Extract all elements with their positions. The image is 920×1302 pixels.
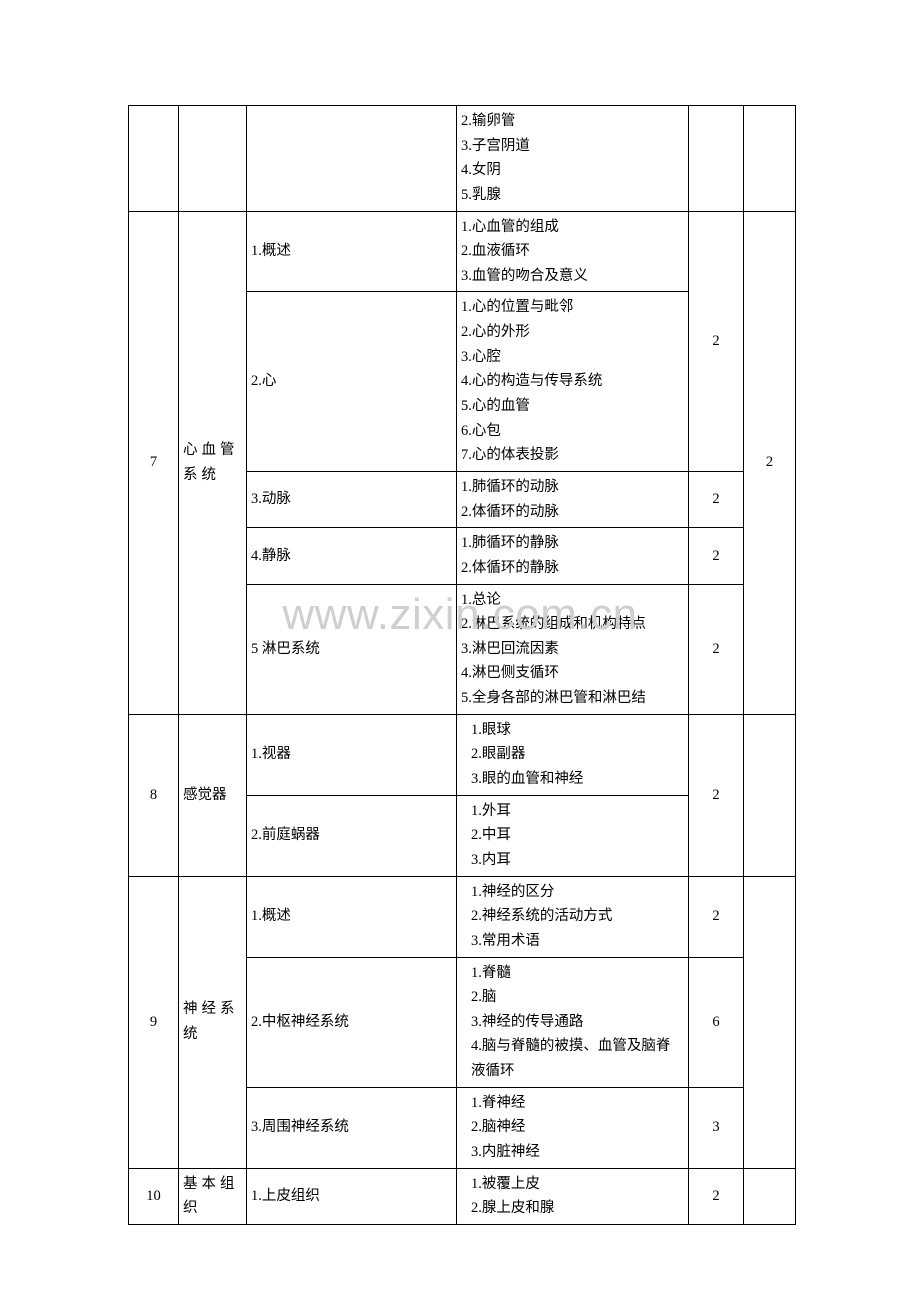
cell-items: 1.脊神经 2.脑神经 3.内脏神经 (457, 1087, 689, 1168)
cell-items: 1.眼球 2.眼副器 3.眼的血管和神经 (457, 714, 689, 795)
cell-section: 1.概述 (247, 876, 457, 957)
cell-items: 1.肺循环的动脉 2.体循环的动脉 (457, 471, 689, 527)
table-row: 10 基本组织 1.上皮组织 1.被覆上皮 2.腺上皮和腺 2 (129, 1168, 796, 1224)
table-row: 8 感觉器 1.视器 1.眼球 2.眼副器 3.眼的血管和神经 2 (129, 714, 796, 795)
cell-items: 1.脊髓 2.脑 3.神经的传导通路 4.脑与脊髓的被摸、血管及脑脊液循环 (457, 957, 689, 1087)
cell-section (247, 106, 457, 212)
table-row: 2.输卵管 3.子宫阴道 4.女阴 5.乳腺 (129, 106, 796, 212)
cell-h1 (689, 106, 744, 212)
cell-h2 (744, 106, 796, 212)
cell-h1: 2 (689, 1168, 744, 1224)
cell-section: 3.周围神经系统 (247, 1087, 457, 1168)
cell-num: 7 (129, 211, 179, 714)
cell-h2 (744, 714, 796, 876)
cell-chapter: 基本组织 (179, 1168, 247, 1224)
cell-section: 4.静脉 (247, 528, 457, 584)
cell-h1: 2 (689, 471, 744, 527)
cell-h2 (744, 876, 796, 1168)
cell-items: 1.被覆上皮 2.腺上皮和腺 (457, 1168, 689, 1224)
cell-section: 2.心 (247, 292, 457, 471)
cell-h2 (744, 1168, 796, 1224)
cell-section: 3.动脉 (247, 471, 457, 527)
cell-num: 10 (129, 1168, 179, 1224)
cell-h1: 2 (689, 584, 744, 714)
cell-items: 1.总论 2.淋巴系统的组成和机构特点 3.淋巴回流因素 4.淋巴侧支循环 5.… (457, 584, 689, 714)
cell-chapter (179, 106, 247, 212)
syllabus-table: 2.输卵管 3.子宫阴道 4.女阴 5.乳腺 7 心血管系统 1.概述 1.心血… (128, 105, 796, 1225)
cell-items: 2.输卵管 3.子宫阴道 4.女阴 5.乳腺 (457, 106, 689, 212)
cell-items: 1.神经的区分 2.神经系统的活动方式 3.常用术语 (457, 876, 689, 957)
cell-h1: 2 (689, 211, 744, 471)
cell-items: 1.外耳 2.中耳 3.内耳 (457, 795, 689, 876)
cell-items: 1.心血管的组成 2.血液循环 3.血管的吻合及意义 (457, 211, 689, 292)
cell-h1: 3 (689, 1087, 744, 1168)
cell-items: 1.肺循环的静脉 2.体循环的静脉 (457, 528, 689, 584)
cell-h1: 2 (689, 876, 744, 957)
cell-num: 9 (129, 876, 179, 1168)
cell-h1: 6 (689, 957, 744, 1087)
cell-section: 1.上皮组织 (247, 1168, 457, 1224)
cell-section: 1.概述 (247, 211, 457, 292)
cell-h1: 2 (689, 714, 744, 876)
cell-items: 1.心的位置与毗邻 2.心的外形 3.心腔 4.心的构造与传导系统 5.心的血管… (457, 292, 689, 471)
cell-num: 8 (129, 714, 179, 876)
cell-chapter: 心血管系统 (179, 211, 247, 714)
table-row: 7 心血管系统 1.概述 1.心血管的组成 2.血液循环 3.血管的吻合及意义 … (129, 211, 796, 292)
table-row: 9 神经系统 1.概述 1.神经的区分 2.神经系统的活动方式 3.常用术语 2 (129, 876, 796, 957)
cell-section: 1.视器 (247, 714, 457, 795)
cell-chapter: 神经系统 (179, 876, 247, 1168)
cell-num (129, 106, 179, 212)
cell-h2: 2 (744, 211, 796, 714)
cell-h1: 2 (689, 528, 744, 584)
cell-chapter: 感觉器 (179, 714, 247, 876)
cell-section: 2.中枢神经系统 (247, 957, 457, 1087)
cell-section: 5 淋巴系统 (247, 584, 457, 714)
cell-section: 2.前庭蜗器 (247, 795, 457, 876)
